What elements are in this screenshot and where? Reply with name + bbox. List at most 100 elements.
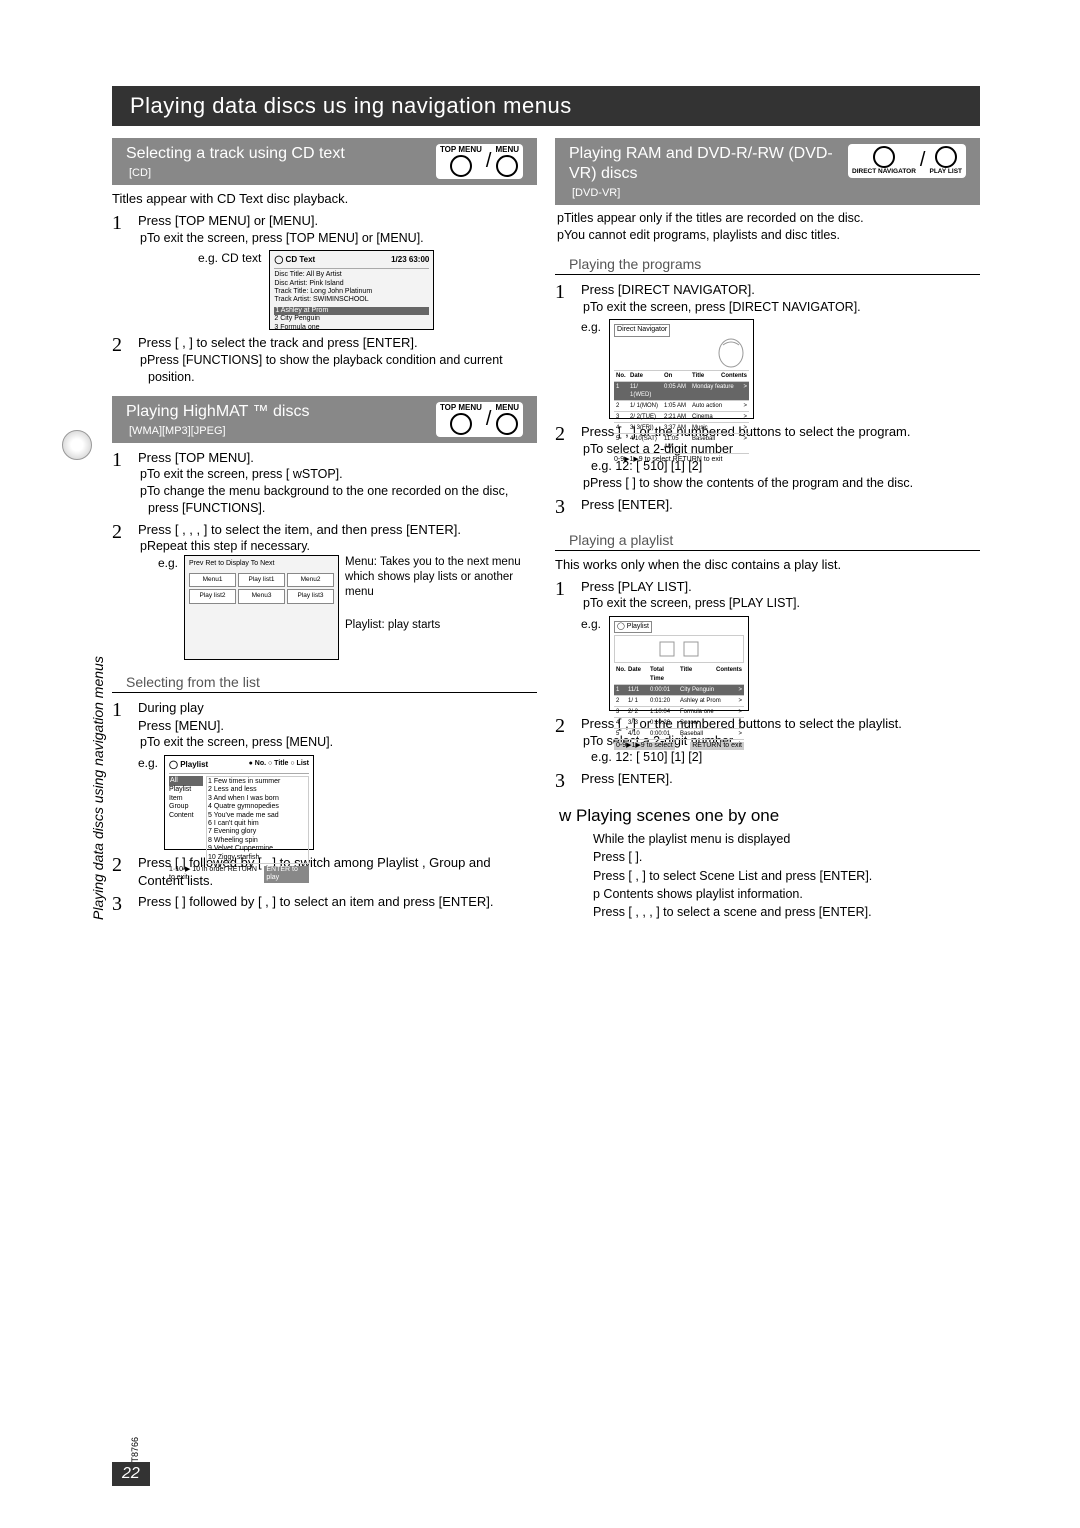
step-number: 2 bbox=[112, 854, 138, 889]
annot-text: Playlist: play starts bbox=[345, 618, 537, 633]
col-header: No. bbox=[614, 371, 628, 381]
cell: 0:00:01 bbox=[648, 685, 678, 695]
cell: > bbox=[737, 707, 745, 717]
step: 1 Press [PLAY LIST]. pTo exit the screen… bbox=[555, 578, 980, 711]
cell: 2:21 AM bbox=[662, 412, 690, 422]
list-row: 10 Ziggy starfish bbox=[208, 854, 307, 862]
page-title: Playing data discs us ing navigation men… bbox=[112, 86, 980, 126]
cell: 0:00:01 bbox=[648, 729, 678, 739]
step: 1 During play Press [MENU]. pTo exit the… bbox=[112, 699, 537, 850]
step-main: Press [ ] followed by [ , ] to select an… bbox=[138, 893, 537, 911]
cell: 2 bbox=[614, 401, 628, 411]
section-dvdvr-header: Playing RAM and DVD-R/-RW (DVD-VR) discs… bbox=[555, 138, 980, 205]
footer: RETURN to exit bbox=[690, 742, 744, 750]
footer: 1·10 ▶ 10 in order RETURN to exit bbox=[169, 866, 264, 883]
playlist2-screenshot: ◯ Playlist No. Date Total Time Title Con… bbox=[609, 616, 749, 711]
right-column: Playing RAM and DVD-R/-RW (DVD-VR) discs… bbox=[555, 138, 980, 921]
cell: > bbox=[737, 729, 745, 739]
cell: 5 bbox=[614, 729, 626, 739]
cell: 4 bbox=[614, 423, 628, 433]
side-item: Group bbox=[169, 803, 203, 811]
col-header: Date bbox=[628, 371, 662, 381]
icon-label: DIRECT NAVIGATOR bbox=[852, 169, 916, 176]
eg-label: e.g. bbox=[158, 555, 178, 571]
top-menu-icon bbox=[450, 413, 472, 435]
cell: Auto action bbox=[690, 401, 741, 411]
intro-text: pTitles appear only if the titles are re… bbox=[555, 211, 980, 225]
subsection-title: Playing the programs bbox=[555, 252, 980, 275]
cell: 1:05 AM bbox=[662, 401, 690, 411]
col-header: Contents bbox=[714, 665, 744, 683]
subsection-title: Selecting from the list bbox=[112, 670, 537, 693]
footer: ENTER to play bbox=[264, 866, 309, 883]
cell: 0:10:20 bbox=[648, 718, 678, 728]
cell: 0:01:20 bbox=[648, 696, 678, 706]
list-row: 3 And when I was born bbox=[208, 795, 307, 803]
box-line: Disc Title: All By Artist bbox=[274, 271, 429, 279]
eg-label: e.g. bbox=[138, 755, 158, 850]
cell: 3/ 3(FRI) bbox=[628, 423, 662, 433]
step-number: 1 bbox=[555, 578, 581, 711]
box-line: Track Title: Long John Platinum bbox=[274, 288, 429, 296]
slash-icon: / bbox=[486, 150, 492, 173]
step-number: 1 bbox=[555, 281, 581, 419]
slash-icon: / bbox=[486, 408, 492, 431]
scene-line: Press [ ]. bbox=[593, 848, 980, 866]
scene-line: Press [ , ] to select Scene List and pre… bbox=[593, 867, 980, 885]
step-sub: pTo exit the screen, press [PLAY LIST]. bbox=[581, 595, 980, 612]
cell: > bbox=[737, 685, 745, 695]
scene-line: While the playlist menu is displayed bbox=[593, 830, 980, 848]
cell: 3/ 3 bbox=[626, 718, 648, 728]
step-number: 2 bbox=[112, 521, 138, 660]
section-icons: TOP MENU / MENU bbox=[436, 402, 523, 437]
scenes-heading: w Playing scenes one by one bbox=[559, 806, 980, 826]
cell: 2 bbox=[614, 696, 626, 706]
list-row: 4 Quatre gymnopedies bbox=[208, 803, 307, 811]
step-main: Press [TOP MENU]. bbox=[138, 449, 537, 467]
menu-annotation: Menu: Takes you to the next menu which s… bbox=[345, 555, 537, 633]
slash-icon: / bbox=[920, 149, 926, 172]
step: 2 Press [ , ] to select the track and pr… bbox=[112, 334, 537, 385]
section-icons: TOP MENU / MENU bbox=[436, 144, 523, 179]
page-number: 22 bbox=[112, 1462, 150, 1486]
step-sub: pTo exit the screen, press [TOP MENU] or… bbox=[138, 230, 537, 247]
track-row: 2 City Penguin bbox=[274, 315, 429, 323]
step-main: Press [TOP MENU] or [MENU]. bbox=[138, 212, 537, 230]
col-header: Title bbox=[690, 371, 719, 381]
thumb-icon bbox=[658, 640, 676, 658]
section-tag: [DVD-VR] bbox=[569, 187, 623, 199]
step-main: During play bbox=[138, 699, 537, 717]
playlist-screenshot: ◯ Playlist● No. ○ Title ○ List All Playl… bbox=[164, 755, 314, 850]
cell: 1 bbox=[614, 382, 628, 400]
col-header: Date bbox=[626, 665, 648, 683]
cell: Play list3 bbox=[287, 589, 334, 604]
icon-label: PLAY LIST bbox=[929, 169, 962, 176]
step-number: 1 bbox=[112, 449, 138, 517]
list-row: 9 Velvet Cuppermine bbox=[208, 845, 307, 853]
step-main: Press [ , ] to select the track and pres… bbox=[138, 334, 537, 352]
cell: 3:37 AM bbox=[662, 423, 690, 433]
menu-icon bbox=[496, 155, 518, 177]
annot-text: Menu: Takes you to the next menu which s… bbox=[345, 555, 537, 600]
step-main: Press [ , , , ] to select the item, and … bbox=[138, 521, 537, 539]
cell: > bbox=[737, 718, 745, 728]
intro-text: This works only when the disc contains a… bbox=[555, 557, 980, 572]
section-title: Selecting a track using CD text bbox=[126, 144, 428, 164]
section-tag: [CD] bbox=[126, 167, 154, 179]
cell: > bbox=[737, 696, 745, 706]
step: 2 Press [ , , , ] to select the item, an… bbox=[112, 521, 537, 660]
section-cd-text-header: Selecting a track using CD text [CD] TOP… bbox=[112, 138, 537, 185]
cell: City Penguin bbox=[678, 685, 736, 695]
col-header: No. bbox=[614, 665, 626, 683]
cell: Soccer bbox=[678, 718, 736, 728]
cell: Cinema bbox=[690, 412, 741, 422]
section-highmat-header: Playing HighMAT ™ discs [WMA][MP3][JPEG]… bbox=[112, 396, 537, 443]
intro-text: Titles appear with CD Text disc playback… bbox=[112, 191, 537, 206]
col-header: Contents bbox=[719, 371, 749, 381]
icon-label: MENU bbox=[495, 146, 519, 154]
thumb-icon bbox=[682, 640, 700, 658]
box-header: Playlist bbox=[627, 623, 649, 630]
cell: Monday feature bbox=[690, 382, 741, 400]
eg-label: e.g. CD text bbox=[198, 250, 261, 266]
step-sub: pTo change the menu background to the on… bbox=[138, 483, 537, 517]
